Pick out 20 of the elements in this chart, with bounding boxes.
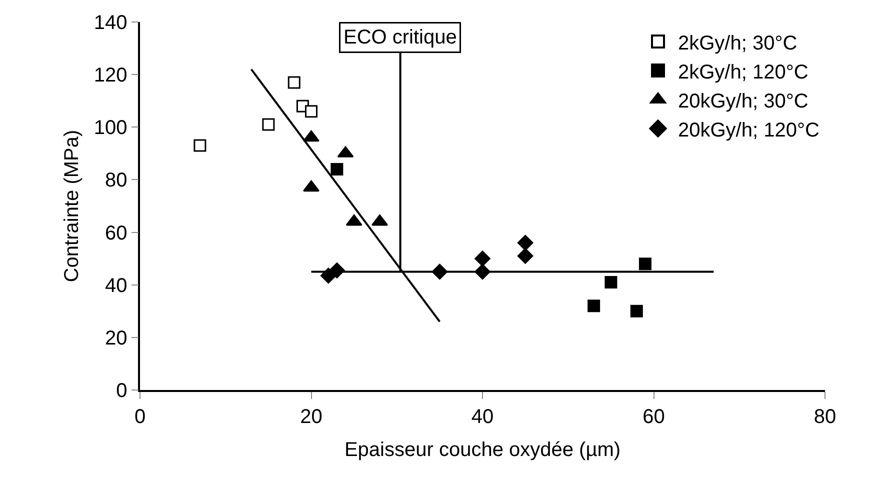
y-tick-label: 140 (94, 12, 128, 34)
y-tick-label: 80 (105, 170, 128, 192)
y-tick-label: 20 (105, 327, 128, 350)
x-tick-label: 60 (642, 406, 665, 428)
y-tick-label: 0 (116, 380, 128, 402)
legend-label: 20kGy/h; 120°C (678, 119, 820, 142)
y-tick-label: 100 (94, 117, 128, 140)
y-tick-label: 60 (105, 222, 128, 244)
legend-label: 2kGy/h; 30°C (678, 32, 798, 54)
x-tick-label: 40 (471, 406, 494, 428)
y-tick-label: 120 (94, 64, 128, 87)
x-axis-title: Epaisseur couche oxydée (µm) (344, 438, 621, 461)
x-tick-label: 0 (134, 406, 146, 428)
y-axis-title: Contrainte (MPa) (60, 130, 83, 282)
x-tick-label: 80 (814, 406, 836, 428)
legend-label: 2kGy/h; 120°C (678, 61, 808, 84)
annotation: ECO critique (344, 26, 457, 48)
legend-label: 20kGy/h; 30°C (678, 90, 808, 112)
y-tick-label: 40 (105, 274, 128, 297)
x-tick-label: 20 (300, 406, 322, 428)
